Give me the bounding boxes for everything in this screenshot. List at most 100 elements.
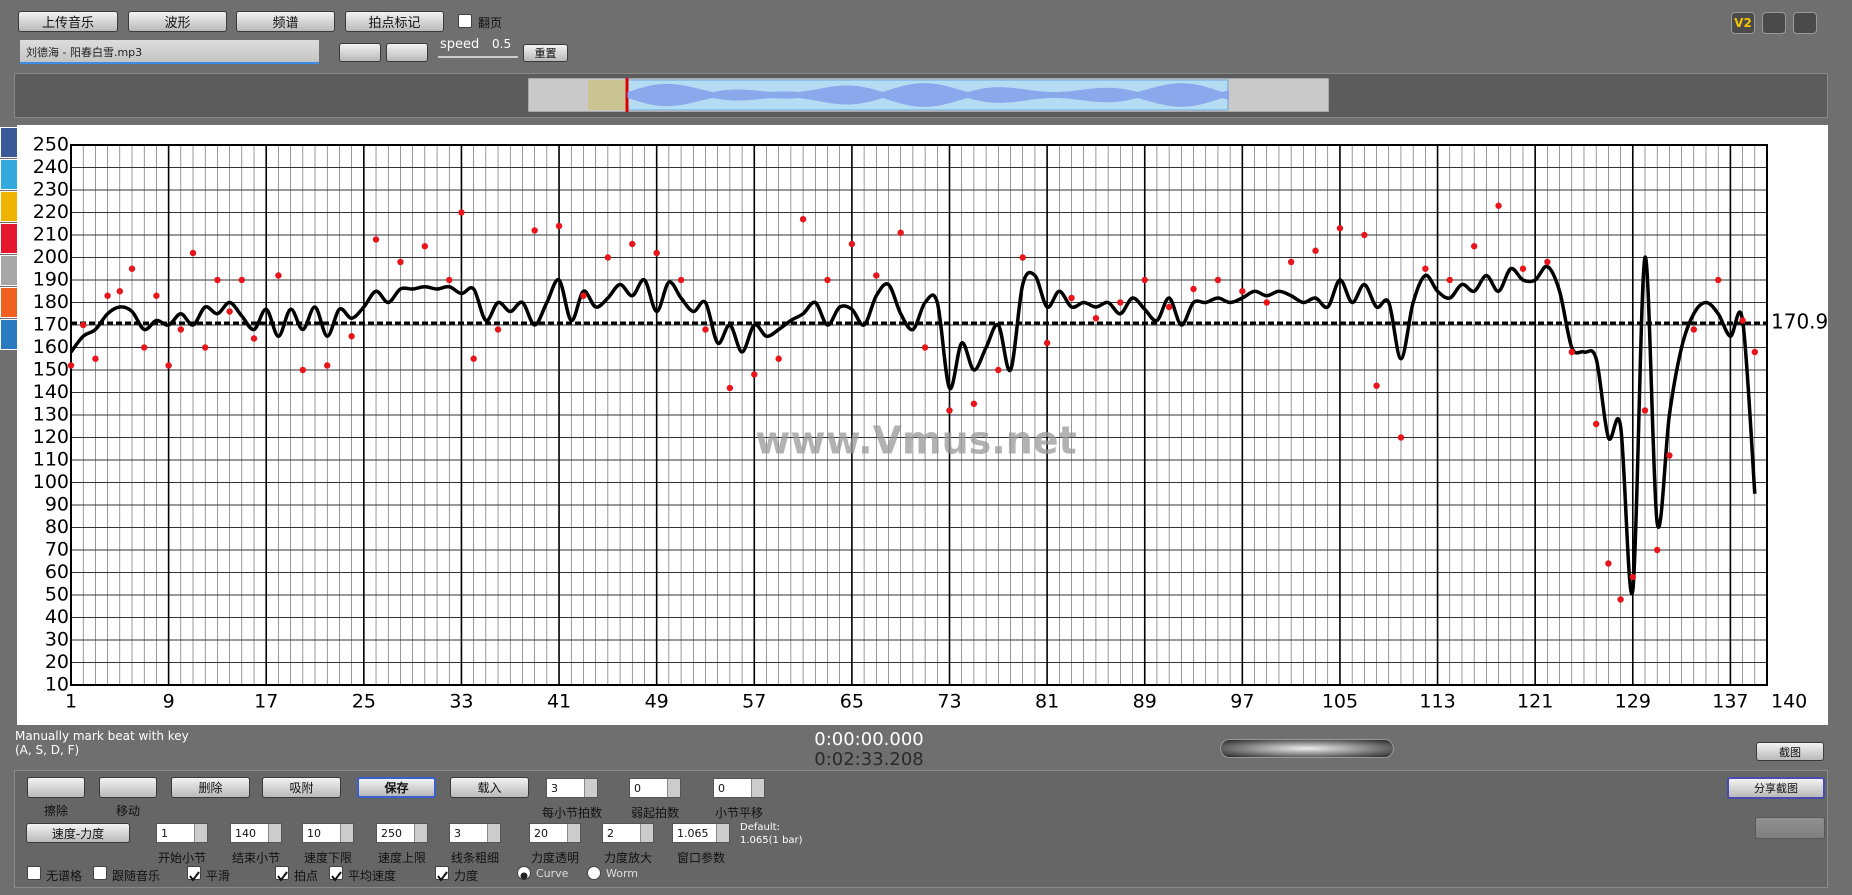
y-tick-label: 150	[33, 359, 69, 381]
beat-point	[970, 400, 978, 407]
x-tick-label: 1	[65, 691, 77, 713]
beat-point	[177, 326, 185, 333]
beat-point	[80, 321, 87, 329]
action-button[interactable]: 吸附	[262, 777, 341, 798]
checkbox[interactable]	[435, 866, 449, 882]
waveform[interactable]	[528, 78, 1329, 112]
mode-button[interactable]: 速度-力度	[26, 823, 130, 843]
y-tick-label: 240	[33, 156, 69, 178]
action-button[interactable]: 删除	[171, 777, 250, 798]
spin-arrows[interactable]	[487, 824, 500, 842]
version-badge[interactable]: V2	[1731, 12, 1755, 34]
radio[interactable]	[587, 866, 601, 880]
y-tick-label: 10	[45, 674, 69, 696]
tempo-curve	[69, 255, 1757, 596]
beat-point	[1019, 254, 1026, 261]
watermark: www.Vmus.net	[755, 419, 1076, 463]
beat-point	[799, 216, 807, 223]
toolbar-button[interactable]: 上传音乐	[18, 11, 118, 32]
beat-point	[153, 292, 160, 299]
toolbar-button[interactable]: 频谱	[236, 11, 335, 32]
beat-point	[824, 276, 831, 284]
beat-point	[873, 272, 880, 279]
spin-arrows[interactable]	[751, 779, 764, 797]
spin-arrows[interactable]	[340, 824, 353, 842]
default-text: Default:	[740, 822, 780, 833]
disabled-button	[1755, 817, 1825, 839]
beat-point	[189, 249, 197, 257]
beat-point	[775, 355, 782, 362]
x-tick-label: 137	[1712, 691, 1748, 713]
spin-input[interactable]: 1.065	[672, 823, 730, 843]
y-tick-label: 20	[45, 651, 69, 673]
spin-arrows[interactable]	[716, 824, 729, 842]
x-tick-label: 25	[352, 691, 376, 713]
time-text: 0:02:33.208	[814, 749, 924, 770]
field-label: 速度下限	[303, 851, 352, 865]
beat-point	[531, 227, 538, 234]
home-icon[interactable]	[1762, 12, 1786, 34]
x-tick-label: 33	[449, 691, 473, 713]
beat-point	[104, 292, 111, 299]
beat-point	[128, 265, 136, 272]
checkbox[interactable]	[458, 14, 472, 28]
beat-point	[275, 272, 282, 279]
x-tick-label: 105	[1322, 691, 1358, 713]
spin-arrows[interactable]	[194, 824, 207, 842]
field-label: 线条粗细	[450, 851, 499, 865]
toolbar-button[interactable]: 波形	[128, 11, 227, 32]
x-tick-label: 97	[1230, 691, 1254, 713]
x-tick-label: 121	[1517, 691, 1553, 713]
beat-point	[1361, 231, 1368, 239]
spin-arrows[interactable]	[268, 824, 281, 842]
beat-point	[1068, 294, 1075, 302]
y-tick-label: 50	[45, 584, 69, 606]
spin-arrows[interactable]	[414, 824, 427, 842]
beat-point	[165, 362, 172, 369]
y-tick-label: 120	[33, 426, 69, 448]
speed-value: 0.5	[492, 37, 512, 51]
checkbox[interactable]	[187, 866, 201, 882]
tool-button[interactable]	[99, 777, 157, 798]
spin-arrows[interactable]	[640, 824, 653, 842]
y-tick-label: 110	[33, 449, 69, 471]
checkbox[interactable]	[329, 866, 343, 882]
y-tick-label: 80	[45, 516, 69, 538]
speed-slider[interactable]	[438, 56, 518, 58]
checkbox[interactable]	[93, 866, 107, 880]
beat-point	[1592, 420, 1600, 428]
spin-arrows[interactable]	[584, 779, 597, 797]
field-label: 小节平移	[714, 806, 763, 820]
share-button[interactable]: 分享截图	[1727, 777, 1825, 799]
prev-button[interactable]	[339, 43, 381, 62]
checkbox-label: 翻页	[478, 16, 503, 30]
spin-arrows[interactable]	[567, 824, 580, 842]
fullscreen-icon[interactable]	[1793, 12, 1817, 34]
beat-point	[141, 344, 148, 351]
reset-button[interactable]: 重置	[523, 44, 568, 62]
screenshot-button[interactable]: 截图	[1756, 742, 1824, 761]
action-button[interactable]: 保存	[357, 777, 436, 798]
x-tick-label: 140	[1771, 691, 1807, 713]
tool-button[interactable]	[27, 777, 85, 798]
radio[interactable]	[517, 866, 531, 880]
checkbox[interactable]	[27, 866, 41, 880]
action-button[interactable]: 载入	[450, 777, 529, 798]
spin-arrows[interactable]	[667, 779, 680, 797]
beat-point	[214, 276, 221, 284]
checkbox[interactable]	[275, 866, 289, 882]
y-tick-label: 210	[33, 224, 69, 246]
toolbar-button[interactable]: 拍点标记	[345, 11, 444, 32]
play-button[interactable]	[386, 43, 428, 62]
beat-point	[202, 344, 209, 351]
chart: 1020304050607080901001101201301401501601…	[33, 134, 1828, 713]
beat-point	[1422, 265, 1429, 272]
beat-point	[1519, 265, 1527, 272]
beat-point	[1239, 288, 1246, 295]
y-tick-label: 250	[33, 134, 69, 156]
file-name[interactable]: 刘德海 - 阳春白雪.mp3	[20, 40, 319, 64]
beat-point	[1287, 258, 1295, 266]
volume-slider[interactable]	[1220, 739, 1394, 758]
beat-point	[677, 276, 685, 284]
hint-text: Manually mark beat with key	[15, 729, 189, 743]
